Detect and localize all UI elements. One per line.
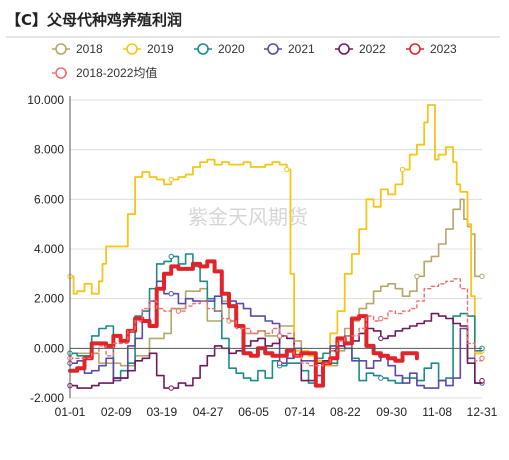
series-point (168, 291, 174, 297)
x-tick-label: 07-14 (285, 405, 316, 419)
series-point (168, 176, 174, 183)
y-tick-label: 0.000 (34, 341, 64, 355)
legend-item[interactable]: 2021 (264, 42, 315, 56)
legend-marker (55, 67, 67, 79)
legend-item[interactable]: 2018-2022均值 (52, 65, 157, 80)
series-line-2022 (69, 312, 483, 389)
x-tick-label: 03-19 (146, 405, 177, 419)
y-tick-label: 8.000 (34, 143, 64, 157)
legend-item[interactable]: 2022 (335, 42, 386, 56)
series-point (378, 375, 384, 381)
series-point (168, 253, 174, 260)
chart-title: 【C】父母代种鸡养殖利润 (6, 11, 182, 29)
series-point (168, 385, 174, 391)
x-tick-label: 01-01 (55, 405, 86, 419)
series-line-2019 (69, 104, 483, 367)
legend-item[interactable]: 2023 (406, 42, 457, 56)
series-point (284, 166, 290, 173)
x-tick-label: 08-22 (330, 405, 361, 419)
series-point (378, 335, 384, 342)
series-point (479, 273, 485, 280)
legend-label: 2022 (359, 42, 386, 56)
x-tick-label: 09-30 (376, 405, 407, 419)
watermark-text: 紫金天风期货 (188, 205, 308, 229)
series-line-2018-2022均值 (69, 278, 483, 367)
legend-label: 2021 (288, 42, 315, 56)
legend-marker (197, 43, 209, 55)
legend-label: 2020 (218, 42, 245, 56)
series-line-2023 (68, 259, 419, 388)
series-point (378, 315, 384, 322)
legend-label: 2019 (147, 42, 174, 56)
y-tick-label: 10.000 (27, 93, 64, 107)
legend-marker (126, 43, 138, 55)
x-tick-label: 12-31 (467, 405, 498, 419)
series-point (276, 333, 283, 339)
legend-item[interactable]: 2018 (52, 42, 103, 56)
series-point (276, 360, 283, 366)
legend-label: 2018-2022均值 (76, 65, 157, 80)
series-group (67, 104, 485, 391)
legend-marker (55, 43, 67, 55)
series-line-2018 (69, 198, 483, 367)
legend: 2018 2019 2020 2021 2022 2023 2018-2022均值 (52, 42, 457, 80)
legend-label: 2018 (76, 42, 103, 56)
series-line-2021 (69, 280, 483, 389)
series-point (479, 355, 485, 361)
axes: -2.000 0.000 2.000 4.000 6.000 8.000 10.000 01-… (27, 93, 497, 419)
series-point (175, 308, 182, 314)
legend-marker (338, 43, 350, 55)
series-point (399, 166, 406, 173)
legend-item[interactable]: 2019 (123, 42, 174, 56)
series-point (414, 273, 420, 280)
legend-marker (409, 43, 421, 55)
x-tick-label: 06-05 (238, 405, 269, 419)
y-tick-label: 2.000 (34, 292, 64, 306)
grid (70, 99, 482, 399)
series-point (479, 377, 485, 384)
legend-label: 2023 (430, 42, 457, 56)
series-line-2020 (69, 253, 483, 384)
y-tick-label: 4.000 (34, 242, 64, 256)
x-tick-label: 11-08 (422, 405, 452, 419)
x-tick-label: 04-27 (193, 405, 224, 419)
legend-item[interactable]: 2020 (194, 42, 245, 56)
x-tick-label: 02-09 (101, 405, 132, 419)
y-tick-label: -2.000 (30, 391, 64, 405)
legend-marker (267, 43, 279, 55)
y-tick-label: 6.000 (34, 192, 64, 206)
